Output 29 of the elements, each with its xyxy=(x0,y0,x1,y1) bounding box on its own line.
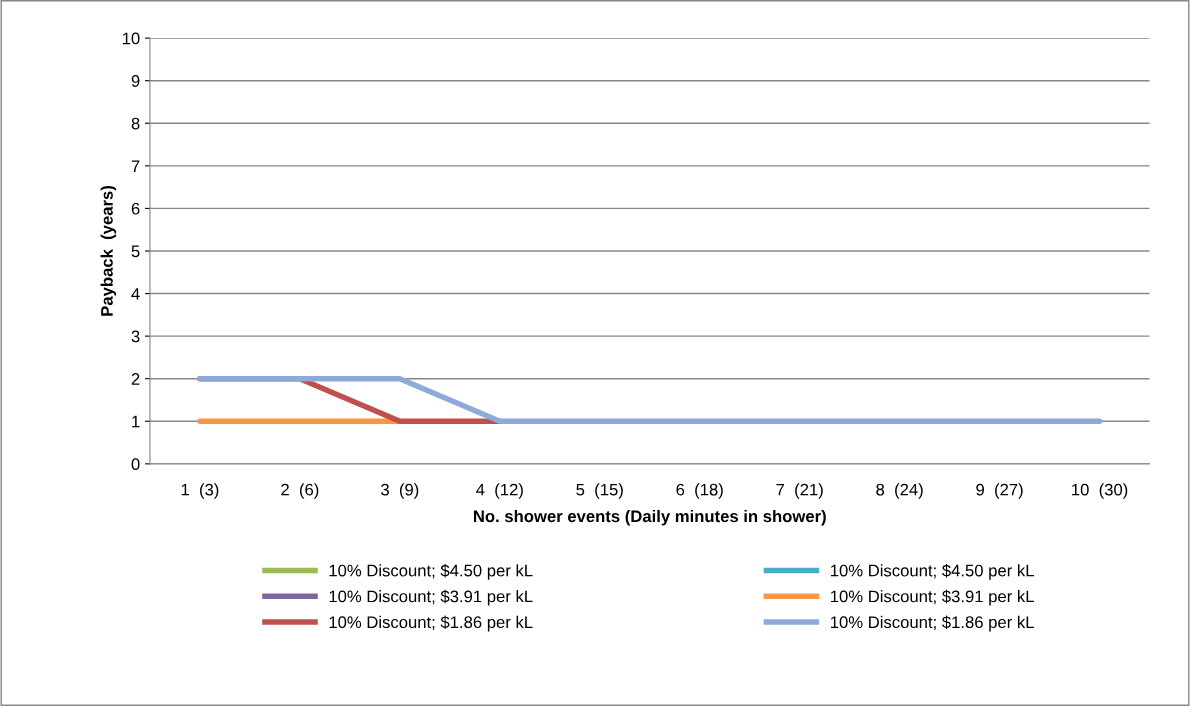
x-tick-label: 4 (12) xyxy=(476,483,523,499)
x-tick-label: 3 (9) xyxy=(381,483,419,499)
x-tick-label: 7 (21) xyxy=(776,483,823,499)
x-tick-label: 6 (18) xyxy=(676,483,723,499)
x-tick-label: 1 (3) xyxy=(181,483,219,499)
y-tick-label: 9 xyxy=(131,75,140,87)
legend-label: 10% Discount; $1.86 per kL xyxy=(831,615,1034,632)
legend-label: 10% Discount; $4.50 per kL xyxy=(831,563,1034,580)
legend-label: 10% Discount; $3.91 per kL xyxy=(329,589,533,606)
x-axis-title: No. shower events (Daily minutes in shower) xyxy=(473,509,826,526)
y-tick-label: 1 xyxy=(132,415,140,428)
y-tick-label: 3 xyxy=(131,330,140,343)
y-tick-label: 2 xyxy=(131,373,140,385)
y-tick-label: 5 xyxy=(131,245,140,258)
x-tick-label: 8 (24) xyxy=(876,483,923,499)
x-tick-label: 5 (15) xyxy=(576,483,623,499)
y-axis-title: Payback (years) xyxy=(100,186,117,316)
legend-label: 10% Discount; $4.50 per kL xyxy=(329,563,533,580)
y-tick-label: 8 xyxy=(131,117,140,130)
y-tick-label: 7 xyxy=(131,160,140,172)
legend-label: 10% Discount; $3.91 per kL xyxy=(831,589,1034,606)
y-tick-label: 4 xyxy=(131,288,140,300)
y-tick-label: 0 xyxy=(131,458,140,471)
x-tick-label: 9 (27) xyxy=(976,483,1023,499)
y-tick-label: 10 xyxy=(122,32,140,45)
legend-label: 10% Discount; $1.86 per kL xyxy=(329,615,533,632)
y-tick-label: 6 xyxy=(131,202,140,215)
x-tick-label: 10 (30) xyxy=(1072,483,1128,499)
x-tick-label: 2 (6) xyxy=(281,483,319,499)
